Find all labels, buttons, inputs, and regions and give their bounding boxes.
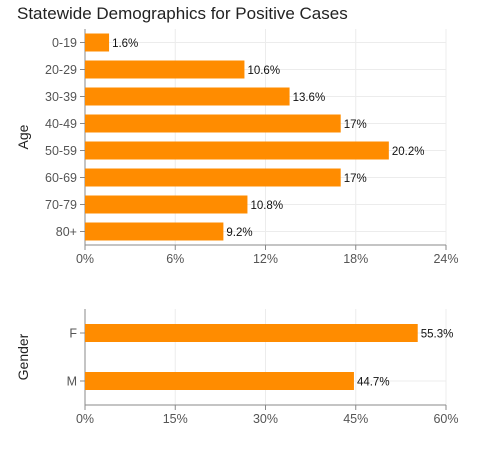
bar-0-19 [85, 33, 110, 52]
x-tick-label: 0% [76, 412, 94, 426]
bar-30-39 [85, 87, 290, 106]
y-axis-title: Gender [15, 333, 31, 380]
data-label: 1.6% [112, 38, 138, 50]
y-axis-title: Age [15, 124, 31, 149]
bar-60-69 [85, 168, 341, 187]
data-label: 10.8% [250, 200, 283, 212]
bar-70-79 [85, 195, 248, 214]
bar-M [85, 372, 354, 390]
x-tick-label: 15% [163, 412, 188, 426]
data-label: 17% [344, 119, 367, 131]
category-label: F [69, 327, 77, 341]
category-label: 40-49 [45, 117, 77, 131]
bar-40-49 [85, 114, 341, 133]
data-label: 9.2% [226, 227, 252, 239]
category-label: 30-39 [45, 90, 77, 104]
bar-F [85, 324, 418, 342]
x-tick-label: 60% [433, 412, 458, 426]
category-label: 50-59 [45, 144, 77, 158]
x-tick-label: 18% [343, 252, 368, 266]
x-tick-label: 0% [76, 252, 94, 266]
data-label: 20.2% [392, 146, 425, 158]
category-label: M [67, 375, 77, 389]
category-label: 60-69 [45, 171, 77, 185]
category-label: 0-19 [52, 36, 77, 50]
category-label: 20-29 [45, 63, 77, 77]
x-tick-label: 45% [343, 412, 368, 426]
bar-20-29 [85, 60, 245, 79]
data-label: 55.3% [421, 329, 454, 341]
category-label: 80+ [56, 225, 77, 239]
chart-title: Statewide Demographics for Positive Case… [17, 4, 348, 23]
x-tick-label: 30% [253, 412, 278, 426]
bar-50-59 [85, 141, 389, 160]
data-label: 17% [344, 173, 367, 185]
data-label: 44.7% [357, 377, 390, 389]
x-tick-label: 12% [253, 252, 278, 266]
x-tick-label: 24% [433, 252, 458, 266]
data-label: 13.6% [293, 92, 326, 104]
data-label: 10.6% [247, 65, 280, 77]
bar-80+ [85, 222, 224, 241]
category-label: 70-79 [45, 198, 77, 212]
x-tick-label: 6% [166, 252, 184, 266]
